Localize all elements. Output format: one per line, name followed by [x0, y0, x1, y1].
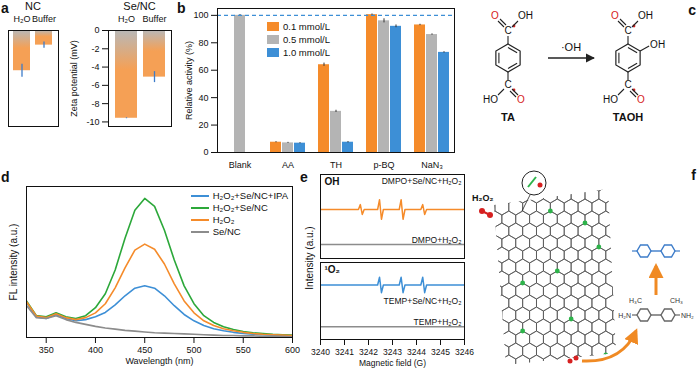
- svg-text:Zeta potential (mV): Zeta potential (mV): [69, 40, 79, 117]
- svg-text:O: O: [491, 10, 499, 21]
- svg-text:OH: OH: [518, 10, 533, 21]
- svg-text:HO: HO: [603, 94, 618, 105]
- html-text:H₂O₂+Se/NC: H₂O₂+Se/NC: [212, 202, 268, 213]
- html-text:Se/NC: Se/NC: [123, 0, 156, 12]
- svg-text:0: 0: [94, 25, 99, 35]
- svg-text:0: 0: [203, 147, 208, 157]
- svg-text:100: 100: [193, 10, 208, 20]
- svg-text:NH₂: NH₂: [681, 312, 694, 319]
- html-text:0.5 mmol/L: 0.5 mmol/L: [283, 34, 330, 45]
- svg-text:TEMP+Se/NC+H₂O₂: TEMP+Se/NC+H₂O₂: [384, 296, 462, 306]
- svg-text:CH₃: CH₃: [670, 297, 683, 304]
- svg-text:3242: 3242: [359, 347, 378, 357]
- svg-text:60: 60: [198, 65, 208, 75]
- svg-text:p-BQ: p-BQ: [373, 160, 394, 170]
- html-text:c: c: [688, 2, 696, 18]
- svg-text:O: O: [517, 94, 525, 105]
- svg-text:Wavelength (nm): Wavelength (nm): [125, 356, 193, 366]
- svg-text:NaN₃: NaN₃: [421, 160, 443, 170]
- html-text:FL intensity (a.u.): FL intensity (a.u.): [7, 223, 19, 300]
- svg-text:-8: -8: [91, 99, 99, 109]
- html-text:NC: NC: [25, 0, 41, 12]
- svg-text:Buffer: Buffer: [143, 14, 167, 24]
- svg-text:O: O: [637, 94, 645, 105]
- svg-text:600: 600: [285, 345, 300, 355]
- html-text:e: e: [300, 169, 308, 185]
- svg-text:-4: -4: [91, 62, 99, 72]
- svg-text:Blank: Blank: [229, 160, 252, 170]
- svg-text:TAOH: TAOH: [613, 111, 643, 123]
- html-text:d: d: [1, 169, 10, 185]
- html-text:f: f: [691, 167, 696, 183]
- svg-text:O: O: [611, 10, 619, 21]
- svg-text:20: 20: [198, 120, 208, 130]
- svg-text:400: 400: [88, 345, 103, 355]
- svg-text:C: C: [624, 25, 631, 36]
- html-text:b: b: [177, 0, 186, 16]
- svg-text:C: C: [504, 25, 511, 36]
- svg-text:HO: HO: [483, 94, 498, 105]
- svg-text:TEMP+H₂O₂: TEMP+H₂O₂: [414, 317, 462, 327]
- svg-text:450: 450: [137, 345, 152, 355]
- svg-text:H₂O: H₂O: [14, 14, 31, 24]
- svg-text:H₂N: H₂N: [618, 312, 631, 319]
- svg-text:3245: 3245: [431, 347, 450, 357]
- svg-text:350: 350: [39, 345, 54, 355]
- svg-text:H₂O₂: H₂O₂: [472, 193, 494, 203]
- svg-text:Magnetic field (G): Magnetic field (G): [359, 358, 426, 368]
- svg-text:3244: 3244: [407, 347, 426, 357]
- svg-text:Buffer: Buffer: [32, 14, 56, 24]
- svg-text:-10: -10: [86, 117, 99, 127]
- svg-text:550: 550: [236, 345, 251, 355]
- svg-text:TH: TH: [330, 160, 342, 170]
- svg-text:H₃C: H₃C: [629, 297, 642, 304]
- html-text:0.1 mmol/L: 0.1 mmol/L: [283, 21, 330, 32]
- svg-text:C: C: [504, 79, 511, 90]
- svg-text:-6: -6: [91, 80, 99, 90]
- svg-text:-2: -2: [91, 44, 99, 54]
- svg-text:3240: 3240: [311, 347, 330, 357]
- svg-text:3241: 3241: [335, 347, 354, 357]
- svg-text:500: 500: [186, 345, 201, 355]
- html-text:1.0 mmol/L: 1.0 mmol/L: [283, 47, 330, 58]
- svg-text:OH: OH: [325, 176, 340, 187]
- svg-text:40: 40: [198, 93, 208, 103]
- svg-text:¹O₂: ¹O₂: [325, 264, 341, 275]
- html-text:H₂O₂: H₂O₂: [212, 214, 235, 225]
- html-text:a: a: [1, 0, 9, 16]
- html-text:H₂O₂+Se/NC+IPA: H₂O₂+Se/NC+IPA: [212, 190, 288, 201]
- svg-text:C: C: [624, 79, 631, 90]
- svg-text:DMPO+Se/NC+H₂O₂: DMPO+Se/NC+H₂O₂: [382, 176, 462, 186]
- html-text:Intensity (a.u.): Intensity (a.u.): [303, 226, 315, 290]
- svg-text:AA: AA: [282, 160, 294, 170]
- svg-text:OH: OH: [650, 39, 665, 50]
- svg-text:DMPO+H₂O₂: DMPO+H₂O₂: [412, 235, 462, 245]
- svg-text:3243: 3243: [383, 347, 402, 357]
- html-text:Se/NC: Se/NC: [212, 226, 241, 237]
- svg-text:·OH: ·OH: [561, 41, 581, 53]
- svg-text:3246: 3246: [455, 347, 474, 357]
- svg-text:OH: OH: [638, 10, 653, 21]
- svg-text:Relative activity (%): Relative activity (%): [184, 41, 194, 120]
- svg-text:80: 80: [198, 38, 208, 48]
- svg-text:H₂O: H₂O: [118, 14, 135, 24]
- svg-text:TA: TA: [501, 111, 515, 123]
